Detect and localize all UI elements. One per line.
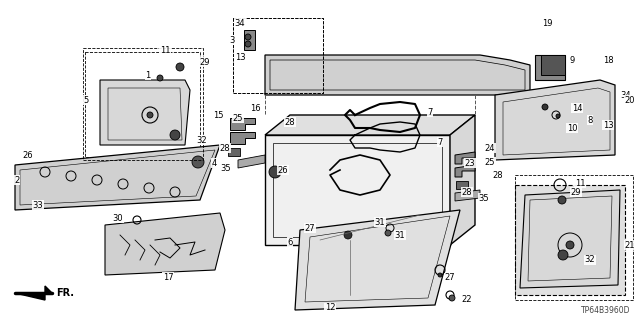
Text: 4: 4 bbox=[211, 158, 216, 167]
Polygon shape bbox=[230, 118, 255, 130]
Text: 7: 7 bbox=[428, 108, 433, 116]
Polygon shape bbox=[244, 30, 255, 50]
Text: 16: 16 bbox=[250, 103, 260, 113]
Polygon shape bbox=[228, 148, 240, 156]
Text: 2: 2 bbox=[14, 175, 20, 185]
Text: 28: 28 bbox=[493, 171, 503, 180]
Polygon shape bbox=[265, 55, 530, 95]
Text: FR.: FR. bbox=[56, 288, 74, 298]
Text: 11: 11 bbox=[160, 45, 170, 54]
Text: 33: 33 bbox=[33, 201, 44, 210]
Polygon shape bbox=[15, 286, 52, 300]
Circle shape bbox=[344, 231, 352, 239]
Text: 34: 34 bbox=[235, 19, 245, 28]
Text: 30: 30 bbox=[113, 213, 124, 222]
Polygon shape bbox=[455, 152, 475, 164]
Circle shape bbox=[542, 104, 548, 110]
Circle shape bbox=[245, 41, 251, 47]
Circle shape bbox=[558, 250, 568, 260]
Polygon shape bbox=[520, 190, 620, 288]
Polygon shape bbox=[105, 213, 225, 275]
Polygon shape bbox=[495, 80, 615, 160]
Circle shape bbox=[170, 130, 180, 140]
Text: 14: 14 bbox=[572, 103, 582, 113]
Text: 17: 17 bbox=[163, 273, 173, 282]
Text: 18: 18 bbox=[603, 55, 613, 65]
Text: 28: 28 bbox=[220, 143, 230, 153]
Text: 25: 25 bbox=[484, 157, 495, 166]
Text: 15: 15 bbox=[212, 110, 223, 119]
Circle shape bbox=[147, 112, 153, 118]
Bar bbox=[233, 18, 323, 93]
Bar bbox=[233, 18, 323, 93]
Text: 35: 35 bbox=[221, 164, 231, 172]
Text: 7: 7 bbox=[437, 138, 443, 147]
Text: 32: 32 bbox=[196, 135, 207, 145]
Polygon shape bbox=[541, 55, 565, 75]
Text: 32: 32 bbox=[585, 255, 595, 265]
Text: 25: 25 bbox=[233, 114, 243, 123]
Circle shape bbox=[556, 114, 560, 118]
Polygon shape bbox=[15, 145, 220, 210]
Circle shape bbox=[566, 241, 574, 249]
Polygon shape bbox=[100, 80, 190, 145]
Text: 35: 35 bbox=[479, 194, 490, 203]
Text: 19: 19 bbox=[541, 19, 552, 28]
Text: 21: 21 bbox=[625, 241, 636, 250]
Circle shape bbox=[245, 34, 251, 40]
Text: 29: 29 bbox=[200, 58, 211, 67]
Text: 31: 31 bbox=[395, 230, 405, 239]
Text: 26: 26 bbox=[278, 165, 288, 174]
Polygon shape bbox=[230, 132, 255, 144]
Polygon shape bbox=[450, 115, 475, 245]
Text: 13: 13 bbox=[603, 121, 613, 130]
Polygon shape bbox=[238, 155, 265, 168]
Polygon shape bbox=[455, 165, 475, 177]
Circle shape bbox=[192, 156, 204, 168]
Bar bbox=[515, 175, 633, 300]
Text: 13: 13 bbox=[235, 52, 245, 61]
Text: TP64B3960D: TP64B3960D bbox=[580, 306, 630, 315]
Polygon shape bbox=[265, 115, 475, 135]
Circle shape bbox=[385, 230, 391, 236]
Polygon shape bbox=[265, 135, 450, 245]
Circle shape bbox=[157, 75, 163, 81]
Bar bbox=[515, 185, 625, 295]
Text: 3: 3 bbox=[229, 36, 235, 44]
Text: 5: 5 bbox=[83, 95, 88, 105]
Text: 26: 26 bbox=[22, 150, 33, 159]
Text: 23: 23 bbox=[465, 158, 476, 167]
Circle shape bbox=[558, 196, 566, 204]
Text: 9: 9 bbox=[570, 55, 575, 65]
Text: 34: 34 bbox=[621, 91, 631, 100]
Text: 10: 10 bbox=[567, 124, 577, 132]
Text: 28: 28 bbox=[285, 117, 295, 126]
Circle shape bbox=[449, 295, 455, 301]
Circle shape bbox=[438, 273, 442, 277]
Text: 27: 27 bbox=[445, 274, 455, 283]
Text: 24: 24 bbox=[484, 143, 495, 153]
Text: 20: 20 bbox=[625, 95, 636, 105]
Text: 28: 28 bbox=[461, 188, 472, 196]
Text: 8: 8 bbox=[588, 116, 593, 124]
Bar bbox=[83, 48, 203, 160]
Text: 22: 22 bbox=[461, 295, 472, 305]
Bar bbox=[85, 52, 200, 157]
Circle shape bbox=[176, 63, 184, 71]
Polygon shape bbox=[295, 210, 460, 310]
Polygon shape bbox=[456, 181, 468, 189]
Polygon shape bbox=[455, 190, 480, 201]
Circle shape bbox=[269, 166, 281, 178]
Text: 12: 12 bbox=[324, 303, 335, 313]
Text: 1: 1 bbox=[145, 70, 150, 79]
Text: 27: 27 bbox=[305, 223, 316, 233]
Text: 31: 31 bbox=[374, 218, 385, 227]
Text: 29: 29 bbox=[571, 188, 581, 196]
Polygon shape bbox=[535, 55, 565, 80]
Text: 6: 6 bbox=[287, 237, 292, 246]
Text: 11: 11 bbox=[575, 179, 585, 188]
